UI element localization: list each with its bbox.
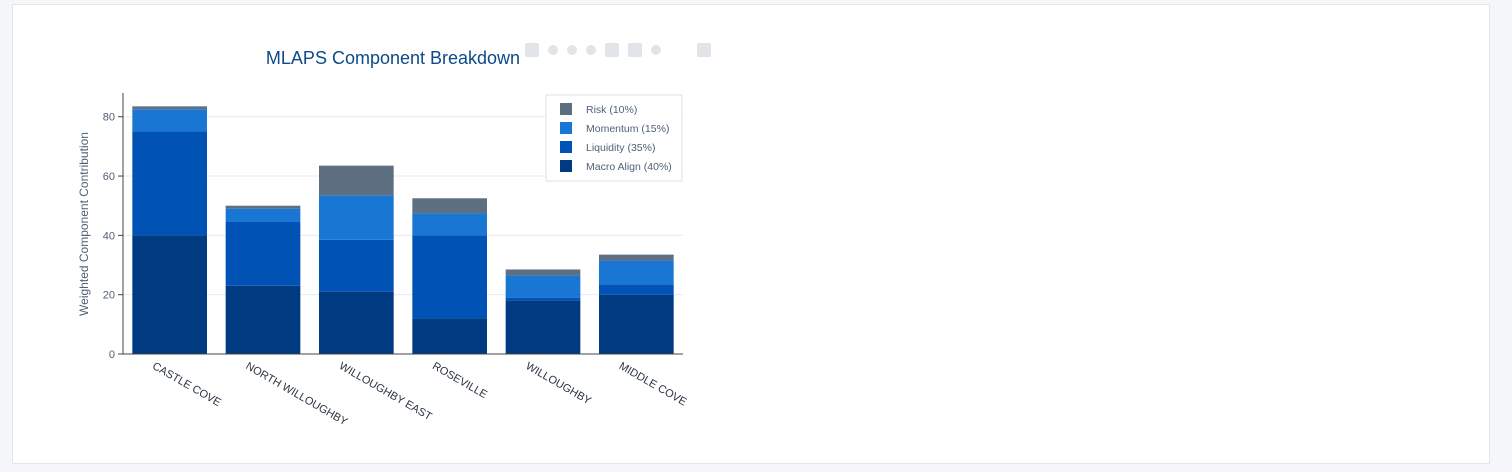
legend[interactable]: Risk (10%) Momentum (15%) Liquidity (35%) M…	[545, 94, 683, 182]
x-tick-label: MIDDLE COVE	[617, 360, 689, 408]
camera-icon[interactable]	[525, 43, 539, 57]
modebar	[525, 43, 711, 57]
legend-label[interactable]: Liquidity (35%)	[586, 142, 655, 154]
chart-title: MLAPS Component Breakdown	[266, 48, 520, 68]
bar-segment[interactable]	[132, 109, 207, 132]
x-tick-label: WILLOUGHBY EAST	[337, 360, 434, 423]
bar-segment[interactable]	[599, 260, 674, 285]
pan-icon[interactable]	[567, 45, 577, 55]
legend-swatch[interactable]	[560, 141, 572, 153]
bar-segment[interactable]	[599, 294, 674, 354]
y-tick-label: 60	[103, 171, 115, 183]
bar-segment[interactable]	[599, 284, 674, 295]
y-tick-label: 20	[103, 290, 115, 302]
y-tick-label: 0	[109, 349, 115, 361]
bar-segment[interactable]	[599, 254, 674, 261]
zoom-icon[interactable]	[548, 45, 558, 55]
x-tick-label: NORTH WILLOUGHBY	[244, 360, 350, 428]
x-tick-label: WILLOUGHBY	[524, 360, 594, 407]
x-tick-label: ROSEVILLE	[430, 360, 489, 401]
legend-swatch[interactable]	[560, 103, 572, 115]
bar-segment[interactable]	[505, 275, 581, 298]
bar-segment[interactable]	[225, 222, 301, 286]
bar-segment[interactable]	[319, 165, 394, 196]
bar-segment[interactable]	[505, 300, 581, 354]
bar-segment[interactable]	[412, 318, 487, 354]
bars	[132, 106, 674, 354]
bar-segment[interactable]	[225, 208, 301, 223]
bar-segment[interactable]	[412, 235, 487, 319]
bar-segment[interactable]	[319, 239, 394, 292]
legend-swatch[interactable]	[560, 122, 572, 134]
y-axis-label: Weighted Component Contribution	[77, 132, 91, 316]
bar-segment[interactable]	[412, 198, 487, 214]
bar-segment[interactable]	[225, 285, 301, 354]
x-tick-label: CASTLE COVE	[150, 360, 223, 409]
autoscale-icon[interactable]	[628, 43, 642, 57]
bar-segment[interactable]	[132, 106, 207, 110]
bar-segment[interactable]	[319, 291, 394, 354]
bar-segment[interactable]	[132, 235, 207, 354]
legend-swatch[interactable]	[560, 160, 572, 172]
bar-segment[interactable]	[132, 131, 207, 236]
legend-label[interactable]: Momentum (15%)	[586, 123, 669, 135]
bar-segment[interactable]	[505, 269, 581, 276]
bar-segment[interactable]	[225, 205, 301, 209]
plotly-logo-icon[interactable]	[697, 43, 711, 57]
zoom-out-icon[interactable]	[605, 43, 619, 57]
legend-label[interactable]: Risk (10%)	[586, 104, 637, 116]
legend-label[interactable]: Macro Align (40%)	[586, 161, 672, 173]
zoom-in-icon[interactable]	[586, 45, 596, 55]
y-tick-label: 40	[103, 230, 115, 242]
y-tick-label: 80	[103, 112, 115, 124]
bar-segment[interactable]	[505, 297, 581, 301]
bar-segment[interactable]	[319, 195, 394, 240]
reset-axes-icon[interactable]	[651, 45, 661, 55]
bar-segment[interactable]	[412, 213, 487, 236]
